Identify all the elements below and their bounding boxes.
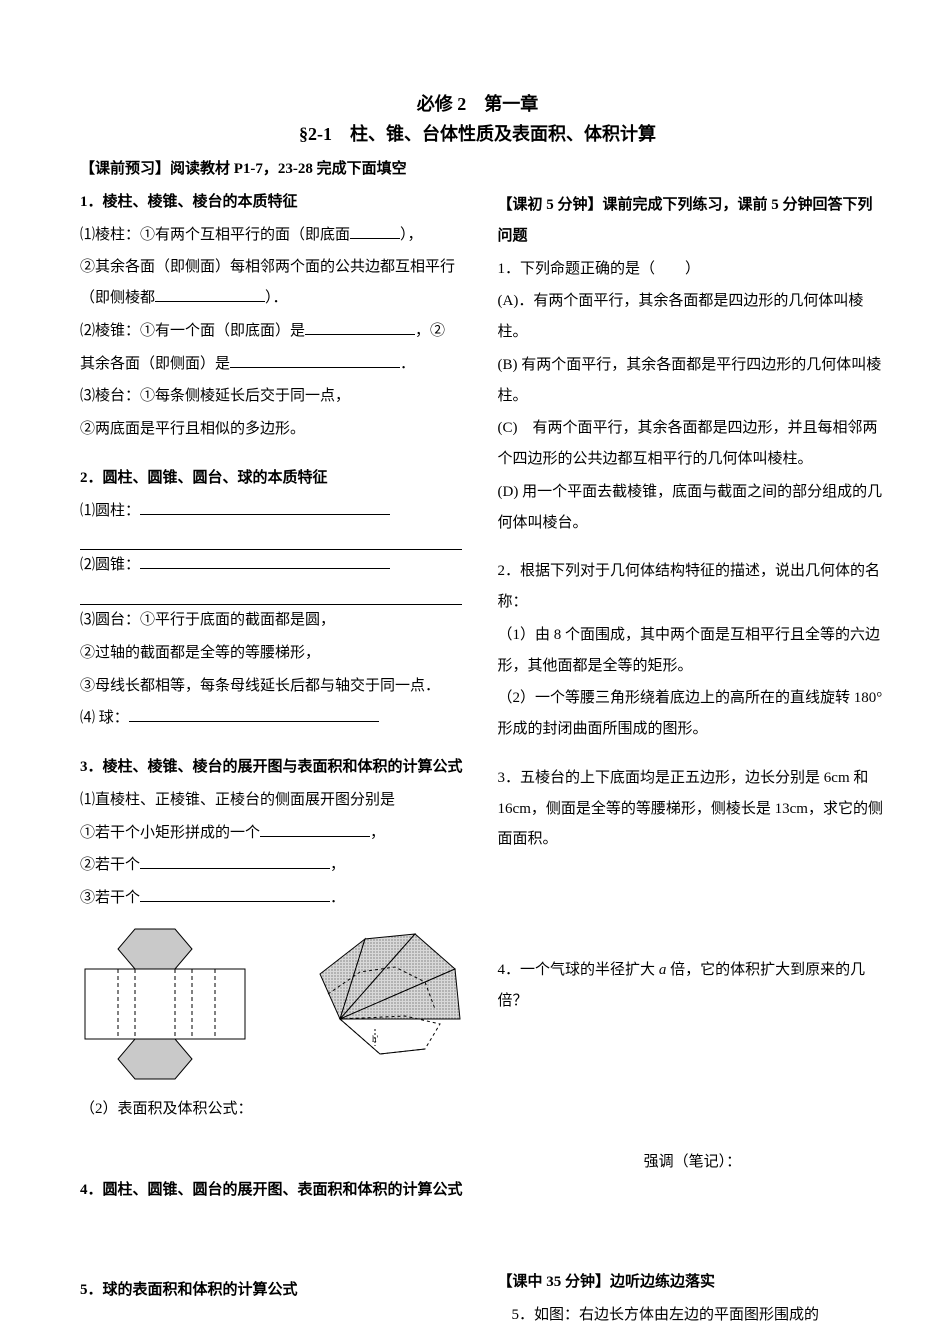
section5-title: 5．球的表面积和体积的计算公式	[80, 1275, 470, 1306]
s1-line1: ⑴棱柱：①有两个互相平行的面（即底面 ），	[80, 220, 470, 251]
right-column: 【课初 5 分钟】课前完成下列练习，课前 5 分钟回答下列问题 1．下列命题正确…	[498, 154, 888, 1333]
s3-l2-label: ①若干个小矩形拼成的一个	[80, 825, 260, 841]
pyramid-net-diagram: h'	[310, 924, 470, 1074]
q1-b: (B) 有两个面平行，其余各面都是平行四边形的几何体叫棱柱。	[498, 350, 888, 412]
s1-l4b: ．	[400, 356, 415, 372]
s1-line3: ⑵棱锥：①有一个面（即底面）是 ，②	[80, 316, 470, 347]
s2-l1: ⑴圆柱：	[80, 496, 470, 527]
s3-l2b: ，	[370, 825, 385, 841]
blank-line[interactable]	[80, 528, 462, 550]
s2-l6-label: ⑷ 球：	[80, 710, 129, 726]
mid-heading: 【课中 35 分钟】边听边练边落实	[498, 1267, 888, 1298]
s2-l5: ③母线长都相等，每条母线延长后都与轴交于同一点．	[80, 671, 470, 702]
s3-l4: ③若干个 ．	[80, 883, 470, 914]
notes-label: 强调（笔记）：	[498, 1147, 888, 1178]
s1-l3b: ，②	[415, 323, 445, 339]
q1-title: 1．下列命题正确的是（ ）	[498, 254, 888, 285]
s2-l6: ⑷ 球：	[80, 703, 470, 734]
q1-c: (C) 有两个面平行，其余各面都是四边形，并且每相邻两个四边形的公共边都互相平行…	[498, 413, 888, 475]
s2-l4: ②过轴的截面都是全等的等腰梯形，	[80, 638, 470, 669]
s1-line5: ⑶棱台：①每条侧棱延长后交于同一点，	[80, 381, 470, 412]
blank[interactable]	[305, 317, 415, 335]
s1-l3a: ⑵棱锥：①有一个面（即底面）是	[80, 323, 305, 339]
blank[interactable]	[140, 851, 330, 869]
blank[interactable]	[155, 284, 265, 302]
s3-l4-label: ③若干个	[80, 890, 140, 906]
s2-l2-label: ⑵圆锥：	[80, 557, 140, 573]
blank-line[interactable]	[80, 583, 462, 605]
preview-heading: 【课前预习】阅读教材 P1-7，23-28 完成下面填空	[80, 154, 470, 185]
q2-2: （2）一个等腰三角形绕着底边上的高所在的直线旋转 180°形成的封闭曲面所围成的…	[498, 683, 888, 745]
s3-l3-label: ②若干个	[80, 857, 140, 873]
unfolding-diagrams: h'	[80, 924, 470, 1084]
q1-a: (A)．有两个面平行，其余各面都是四边形的几何体叫棱柱。	[498, 286, 888, 348]
section4-title: 4．圆柱、圆锥、圆台的展开图、表面积和体积的计算公式	[80, 1175, 470, 1206]
s3-l3: ②若干个 ，	[80, 850, 470, 881]
section1-title: 1．棱柱、棱锥、棱台的本质特征	[80, 187, 470, 218]
page-header: 必修 2 第一章 §2-1 柱、锥、台体性质及表面积、体积计算	[80, 90, 875, 146]
s2-l3: ⑶圆台：①平行于底面的截面都是圆，	[80, 605, 470, 636]
s1-l4a: 其余各面（即侧面）是	[80, 356, 230, 372]
s2-l1-label: ⑴圆柱：	[80, 503, 140, 519]
sub-title: §2-1 柱、锥、台体性质及表面积、体积计算	[80, 120, 875, 146]
s3-l2: ①若干个小矩形拼成的一个 ，	[80, 818, 470, 849]
main-title: 必修 2 第一章	[80, 90, 875, 116]
prism-net-diagram	[80, 924, 250, 1084]
q2-title: 2．根据下列对于几何体结构特征的描述，说出几何体的名称：	[498, 556, 888, 618]
blank[interactable]	[140, 884, 330, 902]
s3-l1: ⑴直棱柱、正棱锥、正棱台的侧面展开图分别是	[80, 785, 470, 816]
section2-title: 2．圆柱、圆锥、圆台、球的本质特征	[80, 463, 470, 494]
q3: 3．五棱台的上下底面均是正五边形，边长分别是 6cm 和 16cm，侧面是全等的…	[498, 763, 888, 855]
q2-1: （1）由 8 个面围成，其中两个面是互相平行且全等的六边形，其他面都是全等的矩形…	[498, 620, 888, 682]
s2-l2: ⑵圆锥：	[80, 550, 470, 581]
blank[interactable]	[140, 551, 390, 569]
s3-caption: （2）表面积及体积公式：	[80, 1094, 470, 1125]
q4-a: 4．一个气球的半径扩大	[498, 962, 659, 978]
s3-l4b: ．	[330, 890, 345, 906]
right-heading: 【课初 5 分钟】课前完成下列练习，课前 5 分钟回答下列问题	[498, 190, 888, 252]
blank[interactable]	[350, 221, 400, 239]
two-column-layout: 【课前预习】阅读教材 P1-7，23-28 完成下面填空 1．棱柱、棱锥、棱台的…	[80, 154, 875, 1333]
q4: 4．一个气球的半径扩大 a 倍，它的体积扩大到原来的几倍？	[498, 955, 888, 1017]
s1-line4: 其余各面（即侧面）是 ．	[80, 349, 470, 380]
s3-l3b: ，	[330, 857, 345, 873]
s1-line2: ②其余各面（即侧面）每相邻两个面的公共边都互相平行（即侧棱都）．	[80, 252, 470, 314]
s1-l1a: ⑴棱柱：①有两个互相平行的面（即底面	[80, 227, 350, 243]
left-column: 【课前预习】阅读教材 P1-7，23-28 完成下面填空 1．棱柱、棱锥、棱台的…	[80, 154, 470, 1333]
blank[interactable]	[260, 819, 370, 837]
section3-title: 3．棱柱、棱锥、棱台的展开图与表面积和体积的计算公式	[80, 752, 470, 783]
s1-line6: ②两底面是平行且相似的多边形。	[80, 414, 470, 445]
blank[interactable]	[140, 497, 390, 515]
blank[interactable]	[230, 350, 400, 368]
q1-d: (D) 用一个平面去截棱锥，底面与截面之间的部分组成的几何体叫棱台。	[498, 477, 888, 539]
q5: 5．如图：右边长方体由左边的平面图形围成的	[498, 1300, 888, 1331]
s1-l2b: ）．	[265, 290, 288, 306]
blank[interactable]	[129, 704, 379, 722]
s1-l1b: ），	[400, 227, 423, 243]
